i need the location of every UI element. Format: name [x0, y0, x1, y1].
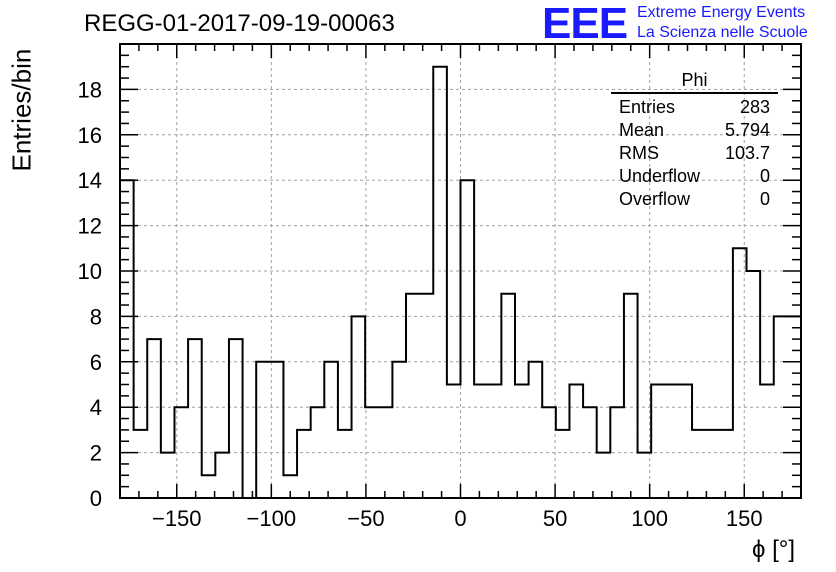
x-axis-label: ϕ [°] [752, 536, 796, 563]
axis-ticks [119, 43, 802, 499]
histogram-bin [352, 316, 366, 498]
stats-value: 0 [759, 189, 770, 209]
stats-row-mean: Mean 5.794 [611, 119, 778, 142]
histogram-bin [134, 430, 148, 498]
histogram-bin [161, 453, 175, 498]
histogram-bin [692, 430, 706, 498]
stats-value: 5.794 [724, 120, 770, 140]
histogram-bin [474, 385, 488, 499]
histogram-bin [188, 339, 202, 498]
histogram-bin [447, 385, 461, 499]
stats-row-entries: Entries 283 [611, 96, 778, 119]
stats-row-overflow: Overflow 0 [611, 188, 778, 211]
tick-labels: −150 −100 −50 0 50 100 150 0 2 4 6 8 10 12 14 16 18 [78, 77, 763, 531]
histogram-bin [529, 362, 543, 498]
stats-row-rms: RMS 103.7 [611, 142, 778, 165]
x-tick-label: −150 [152, 506, 202, 531]
histogram-bin [461, 180, 475, 498]
y-tick-label: 14 [78, 168, 102, 193]
histogram-bin [433, 67, 447, 498]
y-tick-label: 18 [78, 77, 102, 102]
histogram-bin [406, 294, 420, 498]
histogram-bin [569, 385, 583, 499]
x-tick-label: 50 [543, 506, 567, 531]
histogram-bin [202, 475, 216, 498]
y-axis-label: Entries/bin [6, 48, 37, 172]
stats-value: 103.7 [724, 143, 770, 163]
stats-box: Phi Entries 283 Mean 5.794 RMS 103.7 Und… [611, 70, 778, 211]
histogram-bin [597, 453, 611, 498]
stats-value: 283 [739, 97, 770, 117]
histogram-bars [120, 65, 801, 499]
x-tick-label: 150 [726, 506, 763, 531]
y-tick-label: 4 [90, 395, 102, 420]
x-tick-label: 0 [454, 506, 466, 531]
stats-label: Entries [619, 97, 676, 117]
histogram-bin [747, 271, 761, 498]
histogram-bin [324, 362, 338, 498]
y-tick-label: 12 [78, 214, 102, 239]
histogram-bin [719, 430, 733, 498]
stats-label: Underflow [619, 166, 701, 186]
histogram-bin [651, 385, 665, 499]
stats-label: Overflow [619, 189, 691, 209]
histogram-bin [488, 385, 502, 499]
x-tick-label: 100 [631, 506, 668, 531]
y-tick-label: 16 [78, 123, 102, 148]
logo-caption-1: Extreme Energy Events [637, 4, 806, 21]
histogram-bin [556, 430, 570, 498]
histogram-bin [501, 294, 515, 498]
histogram-bin [297, 430, 311, 498]
stats-value: 0 [759, 166, 770, 186]
histogram-bin [624, 294, 638, 498]
histogram-bin [515, 385, 529, 499]
chart-title: REGG-01-2017-09-19-00063 [84, 10, 395, 37]
histogram-bin [665, 385, 679, 499]
stats-label: Mean [619, 120, 665, 140]
y-tick-label: 6 [90, 350, 102, 375]
y-tick-label: 8 [90, 304, 102, 329]
histogram-bin [338, 430, 352, 498]
stats-row-underflow: Underflow 0 [611, 165, 778, 188]
histogram-bin [678, 385, 692, 499]
eee-logo: EEE [542, 0, 628, 48]
y-tick-label: 10 [78, 259, 102, 284]
stats-title: Phi [611, 70, 778, 94]
histogram-bin [256, 362, 270, 498]
histogram-bin [215, 453, 229, 498]
stats-label: RMS [619, 143, 659, 163]
logo-caption-2: La Scienza nelle Scuole [637, 24, 808, 41]
y-tick-label: 0 [90, 486, 102, 511]
histogram-bin [706, 430, 720, 498]
histogram-bin [420, 294, 434, 498]
y-tick-label: 2 [90, 441, 102, 466]
histogram-bin [229, 339, 243, 498]
histogram-bin [147, 339, 161, 498]
x-tick-label: −100 [247, 506, 297, 531]
histogram-bin [392, 362, 406, 498]
histogram-bin [270, 362, 284, 498]
x-tick-label: −50 [347, 506, 384, 531]
histogram-bin [760, 385, 774, 499]
histogram-outline [120, 65, 801, 499]
